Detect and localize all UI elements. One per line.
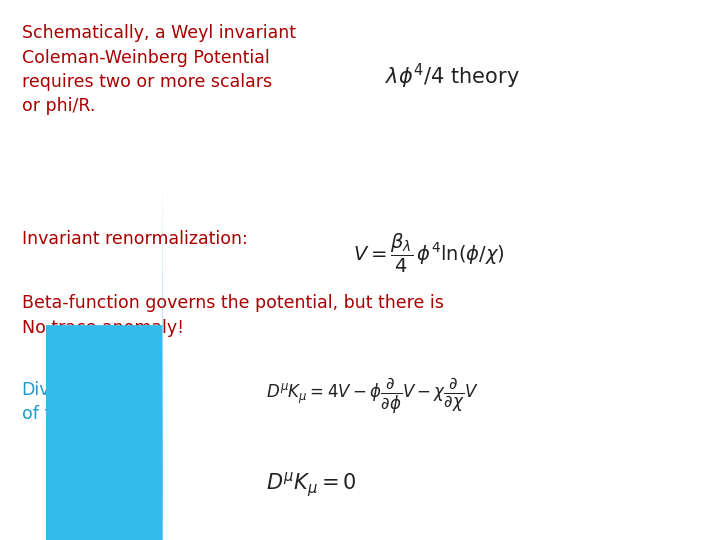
Text: Invariant renormalization:: Invariant renormalization: <box>22 230 248 247</box>
Text: Divergence
of the K-current: Divergence of the K-current <box>22 381 157 423</box>
Text: $D^\mu K_\mu = 0$: $D^\mu K_\mu = 0$ <box>266 470 357 498</box>
Text: Schematically, a Weyl invariant
Coleman-Weinberg Potential
requires two or more : Schematically, a Weyl invariant Coleman-… <box>22 24 296 115</box>
Text: Beta-function governs the potential, but there is
No trace anomaly!: Beta-function governs the potential, but… <box>22 294 444 336</box>
Text: $D^\mu K_\mu = 4V - \phi\dfrac{\partial}{\partial\phi}V - \chi\dfrac{\partial}{\: $D^\mu K_\mu = 4V - \phi\dfrac{\partial}… <box>266 375 479 415</box>
Text: $\lambda\phi^4/4\ \mathrm{theory}$: $\lambda\phi^4/4\ \mathrm{theory}$ <box>385 62 520 91</box>
Text: $V = \dfrac{\beta_\lambda}{4}\,\phi^4 \ln(\phi/\chi)$: $V = \dfrac{\beta_\lambda}{4}\,\phi^4 \l… <box>353 232 505 275</box>
